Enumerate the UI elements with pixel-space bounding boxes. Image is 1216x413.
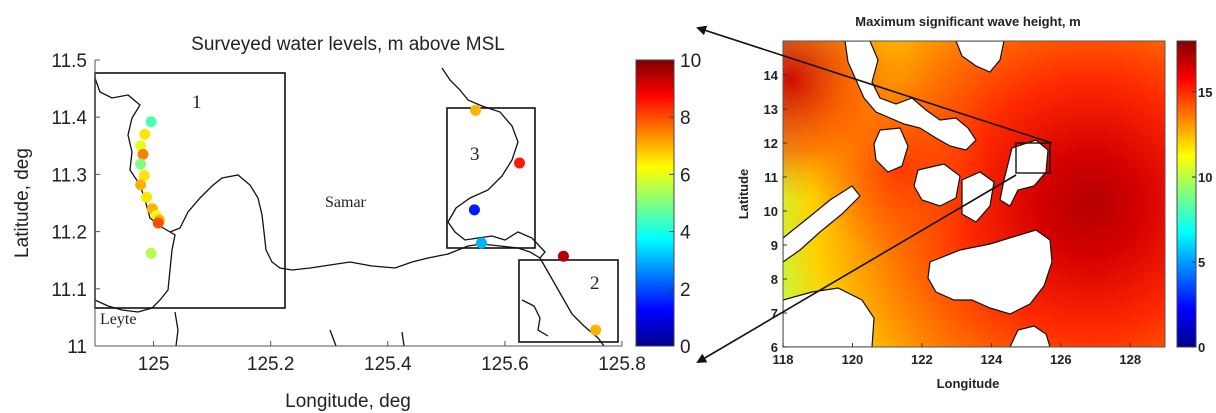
right-y-tick-label: 10 [764, 204, 778, 219]
water-level-point [139, 128, 151, 140]
right-chart-title: Maximum significant wave height, m [855, 14, 1080, 29]
right-colorbar [1176, 40, 1197, 348]
mindanao-land [927, 229, 1053, 315]
southern-coastline [174, 257, 605, 347]
left-x-axis-label: Longitude, deg [285, 391, 411, 412]
left-y-tick-label: 11.2 [51, 223, 87, 244]
right-y-tick-label: 7 [771, 306, 778, 321]
right-colorbar-tick-label: 15 [1198, 85, 1212, 100]
water-level-point [135, 158, 147, 170]
arrow-bottom [696, 174, 1017, 364]
right-colorbar-ticks: 0 5 10 15 [1192, 85, 1212, 355]
right-y-tick-label: 13 [764, 102, 778, 117]
sulawesi-land [1009, 325, 1051, 347]
mindoro-land [873, 127, 909, 173]
left-chart-title: Surveyed water levels, m above MSL [191, 34, 505, 55]
right-colorbar-tick-label: 0 [1198, 340, 1205, 355]
left-x-ticks: 125 125.2 125.4 125.6 125.8 [138, 341, 646, 375]
left-colorbar-tick-label: 6 [680, 165, 691, 186]
left-x-tick-label: 125.6 [481, 354, 529, 375]
right-y-ticks: 6 7 8 9 10 11 12 13 14 [764, 68, 787, 355]
water-level-point [152, 217, 164, 229]
right-x-tick-label: 126 [1050, 352, 1072, 367]
borneo-land [783, 287, 875, 347]
right-y-tick-label: 8 [771, 272, 778, 287]
right-y-tick-label: 12 [764, 136, 778, 151]
left-colorbar-ticks: 0 2 4 6 8 10 [669, 51, 701, 358]
left-colorbar-tick-label: 0 [680, 337, 691, 358]
samar-coastline [94, 67, 546, 271]
left-y-ticks: 11 11.1 11.2 11.3 11.4 11.5 [51, 51, 100, 358]
water-level-point [475, 237, 487, 249]
box-2-label: 2 [590, 273, 600, 294]
samar-label: Samar [325, 194, 367, 211]
right-x-ticks: 118 120 122 124 126 128 [773, 343, 1141, 367]
water-level-panel: Surveyed water levels, m above MSL 1 2 3… [12, 34, 701, 412]
wave-heatmap [783, 41, 1165, 347]
right-x-tick-label: 128 [1119, 352, 1141, 367]
water-level-point [470, 104, 482, 116]
left-y-tick-label: 11.3 [51, 165, 87, 186]
right-x-tick-label: 120 [842, 352, 864, 367]
palawan-land [783, 185, 861, 263]
box-1-label: 1 [192, 92, 202, 113]
water-level-point [135, 140, 147, 152]
water-level-point [557, 250, 569, 262]
water-level-point [468, 204, 480, 216]
water-level-point [590, 324, 602, 336]
box-2 [518, 259, 619, 343]
box-1 [94, 72, 286, 309]
right-y-tick-label: 6 [771, 340, 778, 355]
water-level-points [135, 104, 602, 336]
left-colorbar-tick-label: 4 [680, 223, 691, 244]
right-plot-frame [782, 40, 1166, 348]
visayas-land [913, 163, 995, 223]
left-x-tick-label: 125 [138, 354, 170, 375]
left-colorbar-tick-label: 10 [680, 51, 701, 72]
left-colorbar-tick-label: 8 [680, 108, 691, 129]
right-zoom-box [1015, 142, 1051, 174]
north-land [955, 41, 1005, 73]
right-x-tick-label: 122 [911, 352, 933, 367]
left-y-axis-label: Latitude, deg [12, 148, 33, 258]
left-x-tick-label: 125.2 [247, 354, 295, 375]
leyte-coastline [94, 231, 176, 313]
right-colorbar-tick-label: 5 [1198, 255, 1205, 270]
water-level-point [514, 157, 526, 169]
water-level-point [145, 247, 157, 259]
water-level-point [135, 179, 147, 191]
leyte-label: Leyte [100, 311, 136, 328]
right-x-tick-label: 124 [981, 352, 1003, 367]
left-x-tick-label: 125.4 [364, 354, 412, 375]
right-colorbar-tick-label: 10 [1198, 170, 1212, 185]
right-y-tick-label: 11 [764, 170, 778, 185]
right-x-axis-label: Longitude [937, 376, 1000, 391]
right-y-axis-label: Latitude [736, 169, 751, 220]
left-y-tick-label: 11 [67, 337, 87, 358]
left-y-tick-label: 11.1 [51, 280, 87, 301]
water-level-point [137, 148, 149, 160]
right-y-tick-label: 14 [764, 68, 779, 83]
left-colorbar-tick-label: 2 [680, 280, 691, 301]
left-x-tick-label: 125.8 [598, 354, 646, 375]
right-y-tick-label: 9 [771, 238, 778, 253]
right-x-tick-label: 118 [773, 352, 794, 367]
arrow-top [696, 25, 1053, 144]
water-level-point [141, 191, 153, 203]
water-level-point [138, 170, 150, 182]
box-3-label: 3 [470, 144, 480, 165]
wave-height-panel: Maximum significant wave height, m [736, 14, 1212, 391]
left-y-tick-label: 11.5 [51, 51, 87, 72]
left-y-tick-label: 11.4 [51, 108, 87, 129]
box-3 [446, 107, 536, 249]
luzon-land [844, 41, 977, 151]
left-colorbar [635, 59, 675, 347]
water-level-point [145, 116, 157, 128]
